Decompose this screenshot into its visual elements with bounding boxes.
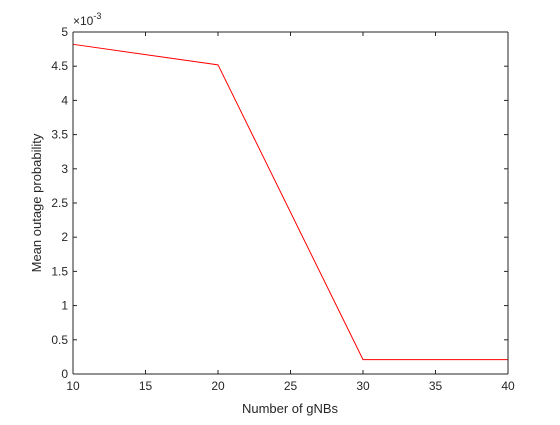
x-tick-label: 20 [211, 379, 225, 393]
y-exponent-base: ×10 [73, 14, 94, 28]
y-tick-label: 0.5 [51, 333, 68, 347]
series-line-1 [72, 43, 508, 361]
y-tick-label: 0 [61, 367, 68, 381]
x-tick-label: 35 [429, 379, 443, 393]
series-layer [72, 43, 508, 361]
x-axis-label: Number of gNBs [242, 401, 339, 416]
y-tick-label: 5 [61, 25, 68, 39]
y-tick-label: 1.5 [51, 264, 68, 278]
y-tick-label: 1 [61, 299, 68, 313]
ticks-layer: 10 15 20 25 30 35 40 0 0.5 1 1.5 2 2.5 3 3.5 4 4.5 5 [51, 25, 515, 393]
y-tick-label: 2.5 [51, 196, 68, 210]
y-tick-label: 4 [61, 93, 68, 107]
y-tick-label: 2 [61, 230, 68, 244]
y-axis-label: Mean outage probability [29, 133, 44, 272]
y-exponent-power: -3 [93, 11, 101, 21]
x-tick-label: 10 [66, 379, 80, 393]
x-tick-label: 15 [139, 379, 153, 393]
plot-area [73, 32, 508, 374]
y-tick-label: 3.5 [51, 128, 68, 142]
y-tick-label: 4.5 [51, 59, 68, 73]
x-tick-label: 40 [501, 379, 515, 393]
y-tick-label: 3 [61, 162, 68, 176]
x-tick-label: 30 [356, 379, 370, 393]
y-exponent-label: ×10-3 [73, 11, 101, 28]
x-tick-label: 25 [284, 379, 298, 393]
